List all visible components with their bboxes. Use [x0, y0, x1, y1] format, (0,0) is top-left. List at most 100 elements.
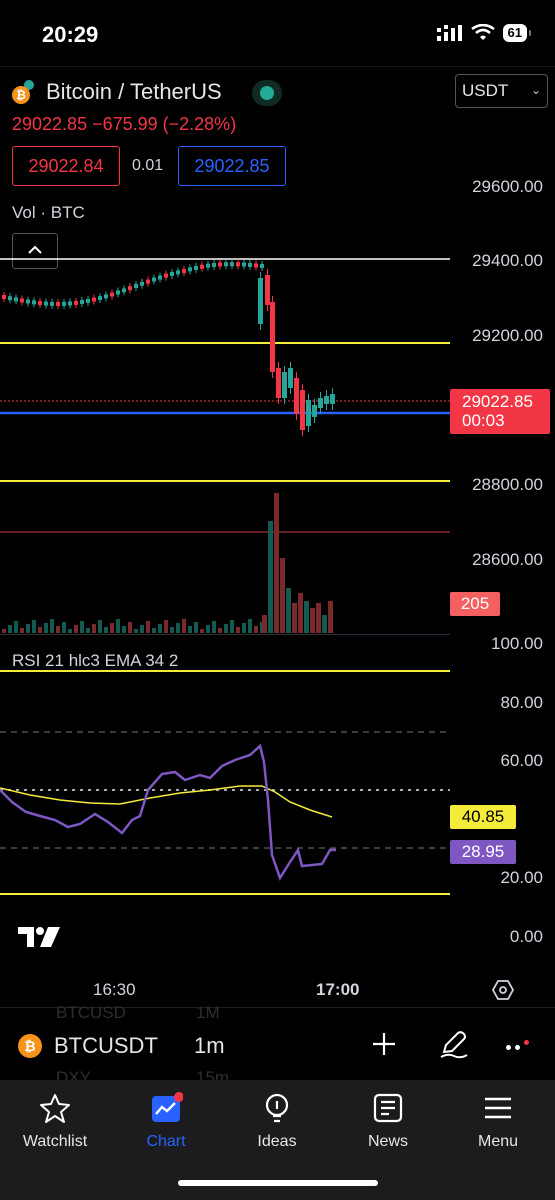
candle-body [140, 281, 144, 286]
candle-body [170, 271, 174, 276]
collapse-legend-button[interactable] [12, 233, 58, 269]
volume-value-tag: 205 [450, 592, 500, 616]
rsi-axis-label: 80.00 [500, 693, 543, 712]
volume-bar [20, 628, 24, 633]
buy-button[interactable]: 29022.85 [178, 146, 286, 186]
volume-bar [152, 628, 156, 633]
volume-indicator-label[interactable]: Vol · BTC [12, 203, 85, 222]
candle-body [164, 273, 168, 278]
cellular-signal-icon [436, 25, 462, 41]
time-axis-label: 17:00 [316, 980, 360, 999]
rsi-indicator-label[interactable]: RSI 21 hlc3 EMA 34 2 [12, 651, 179, 670]
candle-body [318, 398, 323, 408]
volume-bar [268, 521, 273, 633]
symbol-title[interactable]: Bitcoin / TetherUS [46, 79, 222, 104]
volume-bar [62, 622, 66, 633]
hamburger-menu-icon [485, 1097, 511, 1119]
volume-bar [26, 624, 30, 633]
chevron-up-icon [28, 245, 42, 254]
rsi-axis-label: 60.00 [500, 751, 543, 770]
plus-icon[interactable] [370, 1030, 398, 1058]
volume-bar [140, 625, 144, 633]
nav-watchlist[interactable]: Watchlist [10, 1092, 100, 1151]
candle-body [282, 372, 287, 398]
candle-body [122, 288, 126, 293]
volume-bar [38, 627, 42, 633]
chart-settings-icon[interactable] [491, 978, 515, 1002]
symbol-search-button[interactable]: BTCUSDT [54, 1033, 158, 1058]
candle-body [288, 368, 293, 388]
volume-bar [116, 619, 120, 633]
rsi-value-tag: 28.95 [450, 840, 516, 864]
nav-chart[interactable]: Chart [121, 1092, 211, 1151]
price-axis-label: 28600.00 [472, 550, 543, 569]
candle-body [206, 263, 210, 268]
nav-news[interactable]: News [343, 1092, 433, 1151]
candle-body [270, 302, 275, 372]
volume-bar [122, 626, 126, 633]
star-icon [40, 1094, 70, 1123]
sell-button[interactable]: 29022.84 [12, 146, 120, 186]
volume-bar [316, 603, 321, 633]
price-axis-label: 29400.00 [472, 251, 543, 270]
volume-bar [110, 623, 114, 633]
current-price-tag: 29022.85 00:03 [450, 389, 550, 434]
volume-bar [322, 615, 327, 633]
candle-body [200, 264, 204, 269]
volume-bar [292, 603, 297, 633]
lightbulb-icon [265, 1093, 289, 1123]
volume-bar [146, 621, 150, 633]
candle-body [176, 270, 180, 275]
volume-bar [218, 628, 222, 633]
pane-divider[interactable] [0, 634, 450, 635]
nav-ideas[interactable]: Ideas [232, 1092, 322, 1151]
candle-body [134, 283, 138, 288]
volume-bar [206, 625, 210, 633]
candle-body [104, 294, 108, 299]
candle-body [92, 297, 96, 302]
tradingview-logo-icon[interactable] [18, 925, 62, 949]
status-icons: 61 [436, 24, 532, 42]
drawing-tools-icon[interactable] [438, 1028, 470, 1060]
candle-body [20, 298, 24, 303]
divider [0, 1007, 555, 1008]
volume-bar [188, 626, 192, 633]
volume-bar [170, 627, 174, 633]
candle-body [182, 269, 186, 274]
chevron-down-icon: ⌄ [530, 83, 541, 97]
market-open-indicator[interactable] [252, 80, 282, 106]
candle-body [128, 286, 132, 291]
candle-body [194, 265, 198, 270]
volume-bar [158, 624, 162, 633]
candle-body [110, 292, 114, 297]
candle-body [212, 262, 216, 267]
rsi-axis-label: 100.00 [491, 634, 543, 653]
current-price-value: 29022.85 [462, 392, 533, 411]
rsi-chart[interactable] [0, 640, 450, 910]
more-options-icon[interactable] [506, 1040, 534, 1054]
nav-label: Menu [477, 1133, 519, 1150]
volume-bar [50, 619, 54, 633]
currency-select[interactable]: USDT ⌄ [455, 74, 548, 108]
volume-bar [194, 622, 198, 633]
volume-bar [44, 623, 48, 633]
volume-bar [304, 601, 309, 633]
volume-bar [248, 619, 252, 633]
volume-bar [212, 621, 216, 633]
price-chart[interactable] [0, 240, 450, 635]
candle-body [38, 301, 42, 306]
nav-label: Watchlist [22, 1133, 88, 1150]
volume-bar [280, 558, 285, 633]
volume-bar [286, 588, 291, 633]
spread-value: 0.01 [132, 157, 164, 174]
nav-menu[interactable]: Menu [453, 1092, 543, 1151]
candle-body [80, 300, 84, 305]
candle-body [152, 277, 156, 282]
volume-bar [32, 620, 36, 633]
candle-body [306, 400, 311, 426]
interval-button[interactable]: 1m [194, 1033, 225, 1058]
bitcoin-logo-icon: ₿ [18, 1034, 42, 1058]
volume-bar [200, 629, 204, 633]
volume-bar [328, 601, 333, 633]
price-axis-label: 28800.00 [472, 475, 543, 494]
